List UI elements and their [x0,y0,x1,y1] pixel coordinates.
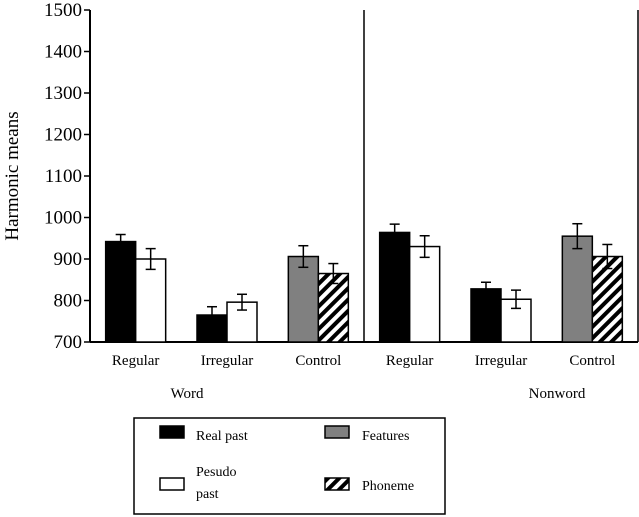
y-tick-label: 900 [54,249,83,270]
legend-label-pesudo-past: past [196,487,219,502]
legend-swatch-pesudo-past [159,477,185,491]
y-tick-label: 1500 [44,0,82,21]
x-category-label: Regular [386,353,433,369]
y-tick-label: 700 [54,332,83,353]
bar-pesudo-past [408,245,441,343]
legend-label-phoneme: Phoneme [362,479,414,494]
legend-swatch-real-past [159,425,185,439]
y-tick-label: 1100 [45,166,82,187]
x-category-label: Control [569,353,615,369]
y-tick-label: 1300 [44,83,82,104]
legend-label-pesudo-past: Pesudo [196,465,236,480]
legend-label-real-past: Real past [196,429,248,444]
bar-features [561,235,594,343]
y-tick-label: 1400 [44,42,82,63]
legend-box [133,417,446,515]
y-tick-label: 1000 [44,208,82,229]
bar-features [287,255,320,343]
x-category-label: Regular [112,353,159,369]
plot-area: 700 800 900 1000 1100 1200 1300 1400 1500 Harmoni… [2,0,639,402]
bar-real-past [104,240,137,343]
bar-pesudo-past [134,258,167,343]
y-tick-label: 800 [54,291,83,312]
legend-swatch-features [324,425,350,439]
x-category-label: Irregular [475,353,527,369]
x-category-label: Irregular [201,353,253,369]
panel-group-label: Nonword [529,386,586,402]
bar-phoneme [317,272,350,343]
legend-swatch-phoneme [324,477,350,491]
bar-real-past [378,231,411,343]
y-tick-label: 1200 [44,125,82,146]
y-axis-label: Harmonic means [2,111,23,240]
x-category-label: Control [295,353,341,369]
legend-label-features: Features [362,429,409,444]
bar-real-past [470,288,502,343]
legend: Real past Features Pesudo past Phoneme [133,417,446,515]
bar-phoneme [591,255,624,343]
panel-group-label: Word [171,386,204,402]
